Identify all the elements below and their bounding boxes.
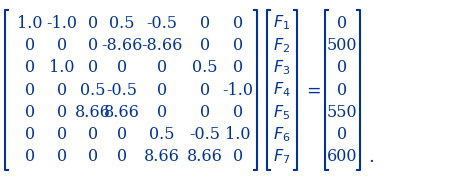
Text: 0: 0 <box>57 104 67 121</box>
Text: -8.66: -8.66 <box>141 37 183 54</box>
Text: 8.66: 8.66 <box>75 104 111 121</box>
Text: 0: 0 <box>337 15 347 32</box>
Text: 0: 0 <box>233 148 243 165</box>
Text: 0: 0 <box>57 148 67 165</box>
Text: $F_{6}$: $F_{6}$ <box>273 125 291 144</box>
Text: 1.0: 1.0 <box>49 59 75 76</box>
Text: 0: 0 <box>57 37 67 54</box>
Text: 0: 0 <box>337 82 347 98</box>
Text: 8.66: 8.66 <box>187 148 223 165</box>
Text: 0: 0 <box>57 126 67 143</box>
Text: 0: 0 <box>25 82 35 98</box>
Text: 0: 0 <box>25 104 35 121</box>
Text: 0.5: 0.5 <box>80 82 106 98</box>
Text: 0: 0 <box>88 59 98 76</box>
Text: 550: 550 <box>327 104 357 121</box>
Text: $F_{5}$: $F_{5}$ <box>273 103 291 122</box>
Text: 0: 0 <box>117 126 127 143</box>
Text: 0: 0 <box>200 37 210 54</box>
Text: 8.66: 8.66 <box>144 148 180 165</box>
Text: 0: 0 <box>233 37 243 54</box>
Text: .: . <box>368 148 374 166</box>
Text: 0: 0 <box>157 82 167 98</box>
Text: 0: 0 <box>200 104 210 121</box>
Text: -1.0: -1.0 <box>46 15 77 32</box>
Text: 0: 0 <box>200 15 210 32</box>
Text: $F_{2}$: $F_{2}$ <box>274 36 291 55</box>
Text: 0.5: 0.5 <box>192 59 218 76</box>
Text: -1.0: -1.0 <box>223 82 254 98</box>
Text: 0: 0 <box>233 59 243 76</box>
Text: 0.5: 0.5 <box>109 15 135 32</box>
Text: 0: 0 <box>157 59 167 76</box>
Text: $F_{3}$: $F_{3}$ <box>273 58 291 77</box>
Text: 0: 0 <box>88 37 98 54</box>
Text: $F_{1}$: $F_{1}$ <box>274 14 291 33</box>
Text: 0: 0 <box>25 37 35 54</box>
Text: 0: 0 <box>25 148 35 165</box>
Text: 0: 0 <box>337 59 347 76</box>
Text: -0.5: -0.5 <box>189 126 220 143</box>
Text: 0: 0 <box>117 148 127 165</box>
Text: 600: 600 <box>327 148 357 165</box>
Text: -0.5: -0.5 <box>106 82 138 98</box>
Text: 8.66: 8.66 <box>104 104 140 121</box>
Text: 0: 0 <box>88 15 98 32</box>
Text: 0: 0 <box>337 126 347 143</box>
Text: 0: 0 <box>233 15 243 32</box>
Text: 0: 0 <box>25 126 35 143</box>
Text: 0: 0 <box>88 148 98 165</box>
Text: 1.0: 1.0 <box>225 126 251 143</box>
Text: 0: 0 <box>88 126 98 143</box>
Text: $=$: $=$ <box>303 82 321 98</box>
Text: 500: 500 <box>327 37 357 54</box>
Text: 0: 0 <box>200 82 210 98</box>
Text: 0: 0 <box>57 82 67 98</box>
Text: -0.5: -0.5 <box>146 15 177 32</box>
Text: 0: 0 <box>117 59 127 76</box>
Text: -8.66: -8.66 <box>101 37 143 54</box>
Text: 0: 0 <box>233 104 243 121</box>
Text: $F_{7}$: $F_{7}$ <box>273 147 291 166</box>
Text: 0.5: 0.5 <box>149 126 175 143</box>
Text: $F_{4}$: $F_{4}$ <box>273 81 291 99</box>
Text: 0: 0 <box>25 59 35 76</box>
Text: 1.0: 1.0 <box>17 15 43 32</box>
Text: 0: 0 <box>157 104 167 121</box>
